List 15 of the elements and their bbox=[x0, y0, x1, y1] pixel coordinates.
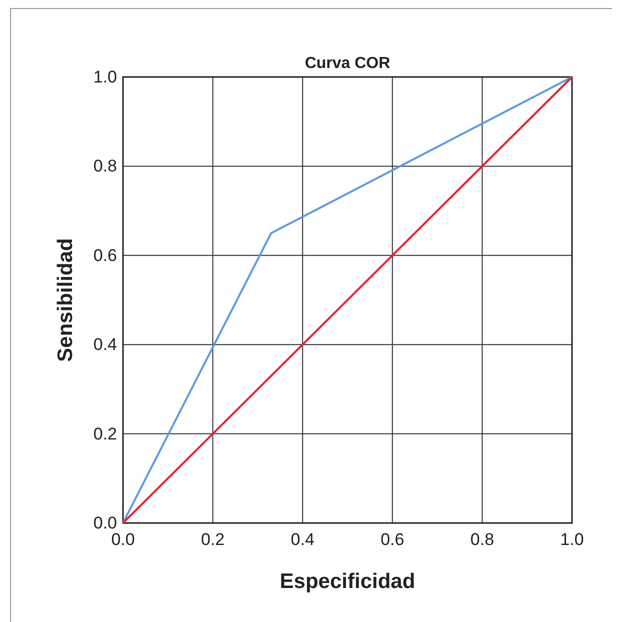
y-tick-label: 0.0 bbox=[93, 513, 117, 532]
y-tick-label: 0.6 bbox=[93, 246, 117, 265]
y-tick-label: 0.8 bbox=[93, 156, 117, 176]
y-tick-label: 0.2 bbox=[93, 424, 117, 444]
y-axis-title: Sensibilidad bbox=[54, 238, 77, 362]
x-tick-label: 0.4 bbox=[290, 530, 314, 550]
x-tick-label: 0.0 bbox=[111, 530, 135, 550]
x-tick-label: 0.8 bbox=[470, 530, 494, 550]
chart-title: Curva COR bbox=[304, 55, 391, 72]
x-tick-label: 0.2 bbox=[200, 530, 225, 550]
y-tick-label: 0.4 bbox=[93, 335, 117, 354]
x-axis-title: Especificidad bbox=[280, 570, 416, 593]
x-tick-label: 0.6 bbox=[380, 530, 404, 550]
y-tick-label: 1.0 bbox=[93, 67, 117, 86]
x-tick-label: 1.0 bbox=[560, 530, 584, 550]
